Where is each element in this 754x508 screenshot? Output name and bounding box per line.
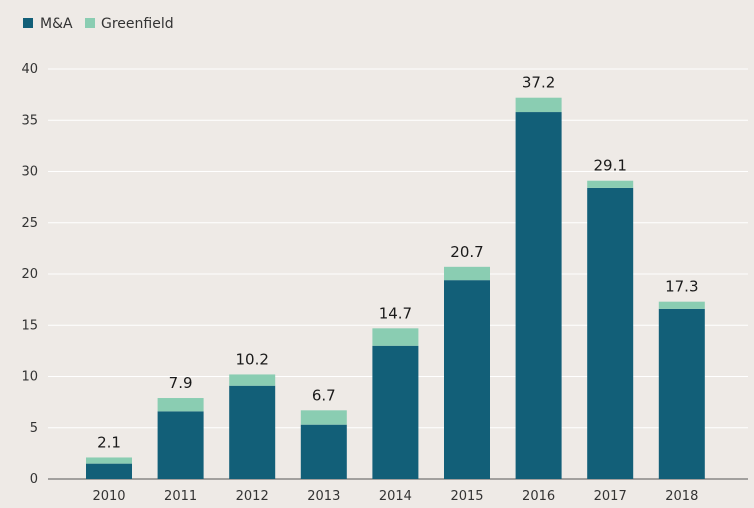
total-label-2016: 37.2	[522, 74, 555, 92]
bar-greenfield-2014	[372, 328, 419, 346]
y-tick-label: 30	[21, 165, 38, 180]
total-label-2012: 10.2	[235, 350, 268, 368]
bar-ma-2017	[587, 187, 634, 479]
bar-ma-2010	[86, 463, 132, 479]
legend-label-ma: M&A	[40, 16, 73, 32]
legend: M&A Greenfield	[23, 16, 174, 32]
total-label-2017: 29.1	[593, 157, 626, 175]
legend-swatch-greenfield	[85, 18, 95, 28]
bar-ma-2012	[229, 385, 276, 479]
bar-ma-2014	[372, 345, 419, 479]
x-tick-label-2016: 2016	[522, 489, 555, 504]
bar-greenfield-2013	[300, 410, 347, 425]
x-tick-label-2015: 2015	[450, 489, 483, 504]
x-tick-label-2012: 2012	[236, 489, 269, 504]
bar-greenfield-2017	[587, 180, 634, 188]
legend-label-greenfield: Greenfield	[101, 16, 174, 32]
y-tick-label: 20	[21, 267, 38, 282]
x-tick-label-2017: 2017	[594, 489, 627, 504]
bar-ma-2016	[515, 112, 562, 480]
bar-greenfield-2016	[515, 97, 562, 113]
x-tick-label-2014: 2014	[379, 489, 412, 504]
x-tick-label-2010: 2010	[92, 489, 125, 504]
x-tick-label-2018: 2018	[665, 489, 698, 504]
bar-greenfield-2011	[157, 398, 204, 412]
x-tick-label-2013: 2013	[307, 489, 340, 504]
y-tick-label: 40	[21, 62, 38, 77]
total-label-2013: 6.7	[312, 386, 336, 404]
x-axis: 2010 2011 2012 2013 2014 2015 2016 2017 2018	[92, 489, 698, 504]
bar-greenfield-2015	[444, 266, 490, 281]
y-tick-label: 15	[21, 318, 38, 333]
bar-ma-2018	[658, 308, 705, 479]
bar-greenfield-2018	[658, 301, 705, 309]
x-tick-label-2011: 2011	[164, 489, 197, 504]
y-tick-label: 25	[21, 216, 38, 231]
legend-swatch-ma	[23, 18, 33, 28]
bar-ma-2011	[157, 411, 204, 479]
bar-ma-2015	[444, 280, 490, 479]
bar-ma-2013	[300, 424, 347, 479]
bar-greenfield-2010	[86, 457, 132, 464]
y-tick-label: 10	[21, 370, 38, 385]
y-axis: 0 5 10 15 20 25 30 35 40	[21, 62, 38, 487]
total-label-2018: 17.3	[665, 278, 698, 296]
total-label-2010: 2.1	[97, 433, 121, 451]
y-tick-label: 5	[30, 421, 38, 436]
y-tick-label: 0	[30, 472, 38, 487]
total-label-2015: 20.7	[450, 243, 483, 261]
total-label-2011: 7.9	[169, 374, 193, 392]
bars: 2.1 7.9 10.2 6.7 14.7 20.7 37.2 29.1 17.3	[86, 74, 705, 480]
bar-greenfield-2012	[229, 374, 276, 386]
y-tick-label: 35	[21, 113, 38, 128]
total-label-2014: 14.7	[379, 304, 412, 322]
